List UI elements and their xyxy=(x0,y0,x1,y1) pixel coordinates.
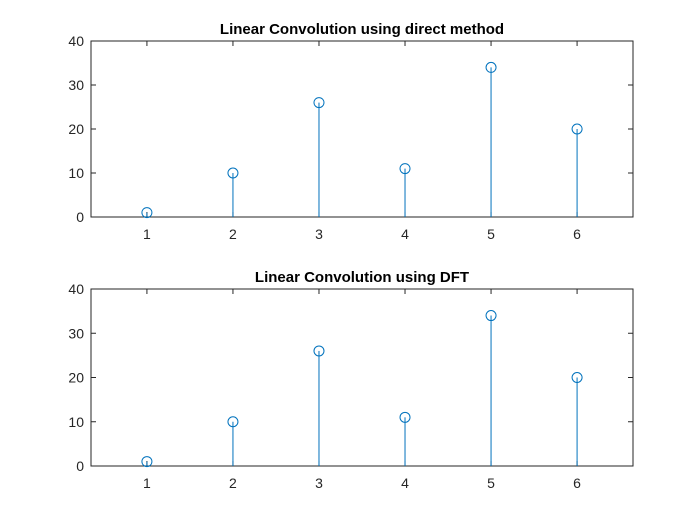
x-tick-label: 2 xyxy=(229,475,237,491)
stem-marker xyxy=(227,167,239,179)
stem-marker xyxy=(141,456,153,468)
y-tick-label: 40 xyxy=(68,33,84,49)
axes-box xyxy=(90,40,634,218)
stem-marker xyxy=(571,372,583,383)
stem-marker xyxy=(313,97,325,109)
y-tick-label: 40 xyxy=(68,281,84,297)
y-tick-label: 20 xyxy=(68,370,84,386)
y-tick-label: 30 xyxy=(68,325,84,341)
stem-marker xyxy=(399,411,411,423)
x-tick-label: 6 xyxy=(573,226,581,242)
stem-marker xyxy=(227,416,239,428)
x-tick-label: 1 xyxy=(143,226,151,242)
x-tick-label: 4 xyxy=(401,226,409,242)
x-tick-label: 3 xyxy=(315,475,323,491)
stem-marker xyxy=(313,345,325,357)
y-tick-label: 20 xyxy=(68,121,84,137)
y-tick-label: 0 xyxy=(76,458,84,474)
x-tick-label: 1 xyxy=(143,475,151,491)
chart-title: Linear Convolution using DFT xyxy=(255,269,469,286)
y-tick-label: 30 xyxy=(68,77,84,93)
x-tick-label: 2 xyxy=(229,226,237,242)
stem-marker xyxy=(399,163,411,175)
y-tick-label: 0 xyxy=(76,209,84,225)
stem-marker xyxy=(571,123,583,135)
stem-marker xyxy=(485,310,497,322)
x-tick-label: 4 xyxy=(401,475,409,491)
x-tick-label: 3 xyxy=(315,226,323,242)
y-tick-label: 10 xyxy=(68,165,84,181)
subplot-2: Linear Convolution using DFT 1 2 3 4 5 6 0 10 20 3… xyxy=(68,269,634,491)
chart-title: Linear Convolution using direct method xyxy=(220,21,504,38)
x-tick-label: 6 xyxy=(573,475,581,491)
subplot-1: Linear Convolution using direct method 1 2… xyxy=(68,21,634,242)
axes-box xyxy=(90,288,634,467)
stem-marker xyxy=(485,61,497,73)
stem-marker xyxy=(141,207,153,219)
x-tick-label: 5 xyxy=(487,226,495,242)
x-tick-label: 5 xyxy=(487,475,495,491)
y-tick-label: 10 xyxy=(68,414,84,430)
